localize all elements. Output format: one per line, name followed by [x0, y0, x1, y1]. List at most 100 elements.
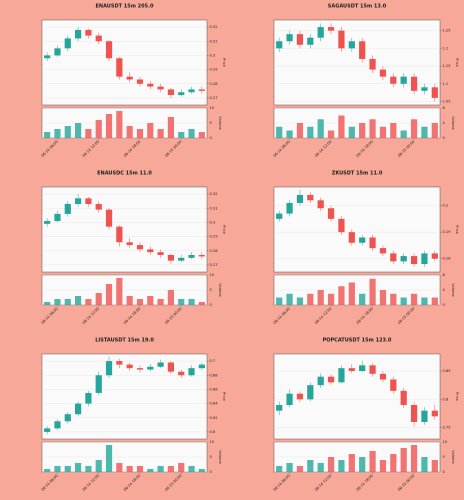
- volume-bar: [157, 129, 164, 138]
- chart-title: ENAUSDT 15m 205.0: [95, 4, 154, 10]
- v-tick-label: 5: [443, 455, 445, 459]
- volume-bar: [317, 463, 324, 472]
- y-tick-label: 0.19: [443, 230, 452, 234]
- price-panel: [41, 353, 208, 440]
- candle-body: [116, 226, 123, 243]
- candle-body: [95, 204, 102, 210]
- v-axis-label: Volume: [451, 450, 455, 464]
- volume-bar: [296, 297, 304, 305]
- v-axis-label: Volume: [218, 116, 222, 130]
- volume-bar: [105, 284, 113, 305]
- candle-body: [188, 89, 195, 93]
- volume-bar: [147, 469, 154, 472]
- volume-bar: [348, 126, 355, 138]
- volume-bar: [198, 132, 205, 138]
- candle-body: [317, 376, 324, 386]
- x-tick-label: 06-15 00:00: [164, 306, 183, 325]
- candle-body: [348, 41, 355, 49]
- y-axis-label: Price: [455, 392, 459, 402]
- candle-body: [410, 405, 418, 422]
- candle-body: [390, 379, 397, 391]
- v-tick-label: 10: [443, 440, 448, 444]
- volume-bar: [307, 460, 314, 472]
- volume-bar: [286, 293, 293, 305]
- y-tick-label: 0.32: [210, 25, 218, 29]
- volume-bar: [317, 119, 324, 138]
- y-tick-label: 1.25: [443, 29, 451, 33]
- candle-body: [54, 213, 61, 221]
- x-tick-label: 06-15 00:00: [397, 306, 416, 325]
- candle-body: [307, 385, 314, 400]
- candle-body: [400, 390, 407, 405]
- candle-body: [85, 29, 92, 36]
- x-tick-label: 06-14 06:00: [41, 306, 60, 325]
- candle-body: [75, 403, 82, 415]
- y-tick-label: 0.85: [443, 369, 451, 373]
- candle-body: [327, 208, 335, 219]
- x-tick-label: 06-14 06:00: [273, 306, 292, 325]
- candle-body: [400, 76, 407, 84]
- x-tick-label: 06-14 18:00: [123, 473, 142, 492]
- volume-bar: [390, 123, 397, 138]
- candle-body: [198, 89, 205, 91]
- y-tick-label: 0.66: [210, 387, 219, 391]
- volume-bar: [64, 466, 71, 472]
- y-tick-label: 1.05: [443, 99, 451, 103]
- candle-body: [296, 194, 304, 203]
- y-tick-label: 0.18: [443, 257, 452, 261]
- volume-bar: [431, 123, 438, 138]
- candle-body: [390, 76, 397, 84]
- volume-bar: [178, 132, 185, 138]
- v-tick-label: 8: [443, 106, 446, 110]
- volume-bar: [317, 290, 324, 305]
- candle-body: [105, 361, 113, 376]
- volume-bar: [390, 293, 397, 305]
- y-tick-label: 0.27: [210, 263, 218, 267]
- volume-bar: [105, 445, 113, 472]
- volume-bar: [410, 119, 418, 138]
- volume-bar: [379, 290, 387, 305]
- candle-body: [379, 248, 387, 254]
- candle-body: [75, 29, 82, 39]
- volume-bar: [421, 126, 428, 138]
- volume-bar: [178, 463, 185, 472]
- volume-bar: [276, 466, 283, 472]
- volume-bar: [75, 123, 82, 138]
- volume-bar: [64, 299, 71, 305]
- volume-bar: [421, 457, 428, 472]
- volume-bar: [410, 445, 418, 472]
- candle-body: [167, 362, 174, 372]
- volume-bar: [188, 299, 195, 305]
- v-axis-label: Volume: [451, 283, 455, 297]
- chart-title: ZKUSDT 15m 11.0: [332, 171, 383, 177]
- v-tick-label: 5: [210, 121, 212, 125]
- y-tick-label: 1.2: [443, 46, 449, 50]
- candle-body: [64, 414, 71, 422]
- candle-body: [105, 41, 113, 59]
- candle-body: [136, 79, 144, 84]
- candle-body: [307, 37, 314, 45]
- volume-bar: [188, 466, 195, 472]
- volume-bar: [95, 120, 102, 138]
- y-tick-label: 0.32: [210, 192, 218, 196]
- x-tick-label: 06-14 18:00: [356, 139, 375, 158]
- candle-body: [286, 393, 293, 405]
- volume-bar: [400, 297, 407, 305]
- x-tick-label: 06-14 18:00: [123, 139, 142, 158]
- candle-body: [64, 38, 71, 49]
- volume-bar: [167, 117, 174, 138]
- volume-bar: [54, 129, 61, 138]
- candle-body: [64, 204, 71, 214]
- volume-bar: [390, 454, 397, 472]
- candle-body: [359, 41, 366, 59]
- y-tick-label: 0.68: [210, 373, 219, 377]
- x-tick-label: 06-14 06:00: [273, 473, 292, 492]
- y-tick-label: 1.1: [443, 82, 449, 86]
- candle-body: [410, 76, 418, 91]
- volume-bar: [95, 293, 102, 305]
- candle-body: [348, 368, 355, 371]
- candle-body: [188, 255, 195, 258]
- volume-bar: [307, 293, 314, 305]
- candle-body: [136, 245, 144, 250]
